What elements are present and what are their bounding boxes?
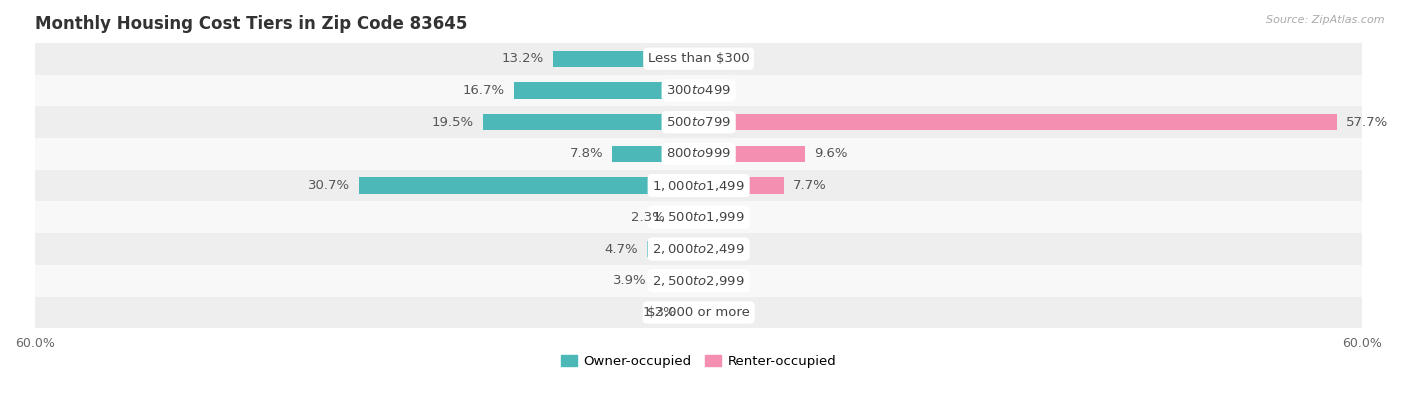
Text: $2,500 to $2,999: $2,500 to $2,999 [652,274,745,288]
Bar [35,106,1362,138]
Text: 30.7%: 30.7% [308,179,350,192]
Bar [647,241,699,257]
Text: $1,500 to $1,999: $1,500 to $1,999 [652,210,745,225]
Bar [35,265,1362,297]
Bar [35,138,1362,170]
Text: 9.6%: 9.6% [814,147,848,160]
Legend: Owner-occupied, Renter-occupied: Owner-occupied, Renter-occupied [555,349,841,373]
Bar [553,51,699,67]
Text: 2.3%: 2.3% [631,211,665,224]
Text: $500 to $799: $500 to $799 [666,116,731,129]
Text: $3,000 or more: $3,000 or more [647,306,749,319]
Bar [482,114,699,130]
Text: 7.8%: 7.8% [569,147,603,160]
Bar [35,201,1362,233]
Text: 16.7%: 16.7% [463,84,505,97]
Text: 3.9%: 3.9% [613,274,647,287]
Text: 19.5%: 19.5% [432,116,474,129]
Bar [613,146,699,162]
Text: 57.7%: 57.7% [1346,116,1388,129]
Text: 7.7%: 7.7% [793,179,827,192]
Text: $2,000 to $2,499: $2,000 to $2,499 [652,242,745,256]
Bar [35,75,1362,106]
Text: 4.7%: 4.7% [605,242,638,256]
Text: $300 to $499: $300 to $499 [666,84,731,97]
Bar [35,297,1362,328]
Text: $1,000 to $1,499: $1,000 to $1,499 [652,178,745,193]
Bar [655,273,699,289]
Bar [699,146,804,162]
Text: Less than $300: Less than $300 [648,52,749,65]
Text: 1.2%: 1.2% [643,306,676,319]
Bar [35,233,1362,265]
Text: 13.2%: 13.2% [502,52,544,65]
Bar [673,209,699,226]
Bar [699,177,783,194]
Text: Monthly Housing Cost Tiers in Zip Code 83645: Monthly Housing Cost Tiers in Zip Code 8… [35,15,467,33]
Bar [515,82,699,99]
Bar [699,114,1337,130]
Bar [35,170,1362,201]
Text: $800 to $999: $800 to $999 [666,147,731,160]
Bar [359,177,699,194]
Bar [685,304,699,321]
Text: Source: ZipAtlas.com: Source: ZipAtlas.com [1267,15,1385,24]
Bar [35,43,1362,75]
